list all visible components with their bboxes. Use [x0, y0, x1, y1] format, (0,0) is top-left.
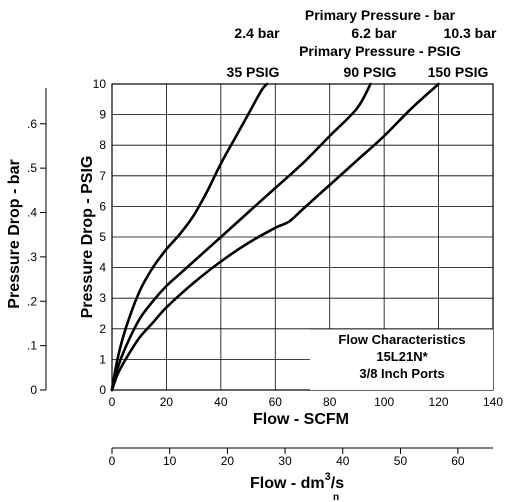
- bar-axis-tick-label: .3: [27, 250, 37, 264]
- dm3-axis-tick-label: 0: [109, 454, 116, 468]
- bar-axis-tick-label: .2: [27, 294, 37, 308]
- x-axis-label: Flow - SCFM: [253, 411, 349, 428]
- bar-axis-label: Pressure Drop - bar: [6, 159, 23, 308]
- bar-axis-tick-label: 0: [30, 383, 37, 397]
- x-tick-label: 40: [214, 395, 228, 409]
- annotation-box: [310, 329, 493, 390]
- series-line-2: [110, 82, 372, 392]
- x-tick-label: 120: [429, 395, 449, 409]
- y-tick-label: 6: [99, 199, 106, 213]
- y-tick-label: 8: [99, 138, 106, 152]
- dm3-axis-tick-label: 40: [336, 454, 350, 468]
- y-tick-label: 2: [99, 322, 106, 336]
- x-tick-label: 100: [374, 395, 394, 409]
- bar-axis-tick-label: .1: [27, 339, 37, 353]
- y-tick-label: 4: [99, 261, 106, 275]
- plot-frame: [111, 83, 494, 391]
- annotation-line-1: Flow Characteristics: [338, 332, 465, 347]
- dm3-axis-tick-label: 60: [451, 454, 465, 468]
- x-tick-label: 140: [483, 395, 503, 409]
- y-tick-label: 1: [99, 352, 106, 366]
- annotation-line-2: 15L21N*: [376, 349, 428, 364]
- header-psig-label-3: 150 PSIG: [428, 64, 489, 80]
- series-line-1: [110, 82, 269, 392]
- header-bar-label-3: 10.3 bar: [444, 25, 497, 41]
- y-tick-labels: 0 1 2 3 4 5 6 7 8 9 10: [93, 77, 107, 397]
- header-bar-title: Primary Pressure - bar: [305, 7, 456, 23]
- bar-axis-tick-label: .6: [27, 117, 37, 131]
- y-tick-label: 5: [99, 230, 106, 244]
- header-psig-label-1: 35 PSIG: [227, 64, 280, 80]
- x-tick-label: 0: [109, 395, 116, 409]
- dm3-axis-label-tail: /s: [331, 475, 344, 492]
- header-bar-label-2: 6.2 bar: [351, 25, 397, 41]
- y-tick-label: 7: [99, 169, 106, 183]
- dm3-axis-tick-label: 20: [221, 454, 235, 468]
- annotation-line-3: 3/8 Inch Ports: [359, 366, 444, 381]
- header-bar-label-1: 2.4 bar: [234, 25, 280, 41]
- dm3-axis-tick-label: 50: [394, 454, 408, 468]
- y-axis-label: Pressure Drop - PSIG: [79, 156, 96, 319]
- y-tick-label: 3: [99, 291, 106, 305]
- series-line-3: [110, 82, 440, 392]
- bar-axis-ticks: 0 .1 .2 .3 .4 .5 .6: [27, 117, 46, 397]
- x-tick-label: 60: [269, 395, 283, 409]
- bar-axis-tick-label: .5: [27, 161, 37, 175]
- y-tick-label: 10: [93, 77, 107, 91]
- bar-axis-tick-label: .4: [27, 206, 37, 220]
- dm3-axis-label: Flow - dm3/s: [250, 471, 344, 492]
- dm3-axis-ticks: 0 10 20 30 40 50 60: [109, 448, 465, 468]
- dm3-axis-tick-label: 30: [278, 454, 292, 468]
- header-psig-label-2: 90 PSIG: [344, 64, 397, 80]
- x-tick-label: 80: [323, 395, 337, 409]
- y-tick-label: 9: [99, 108, 106, 122]
- x-tick-label: 20: [160, 395, 174, 409]
- dm3-axis-label-sub: n: [333, 492, 339, 502]
- curve-group: [110, 82, 440, 392]
- x-tick-labels: 0 20 40 60 80 100 120 140: [109, 395, 504, 409]
- dm3-axis-tick-label: 10: [163, 454, 177, 468]
- y-tick-label: 0: [99, 383, 106, 397]
- header-psig-title: Primary Pressure - PSIG: [299, 43, 461, 59]
- dm3-axis-label-main: Flow - dm: [250, 475, 325, 492]
- dm3-axis-label-sup: 3: [325, 471, 331, 483]
